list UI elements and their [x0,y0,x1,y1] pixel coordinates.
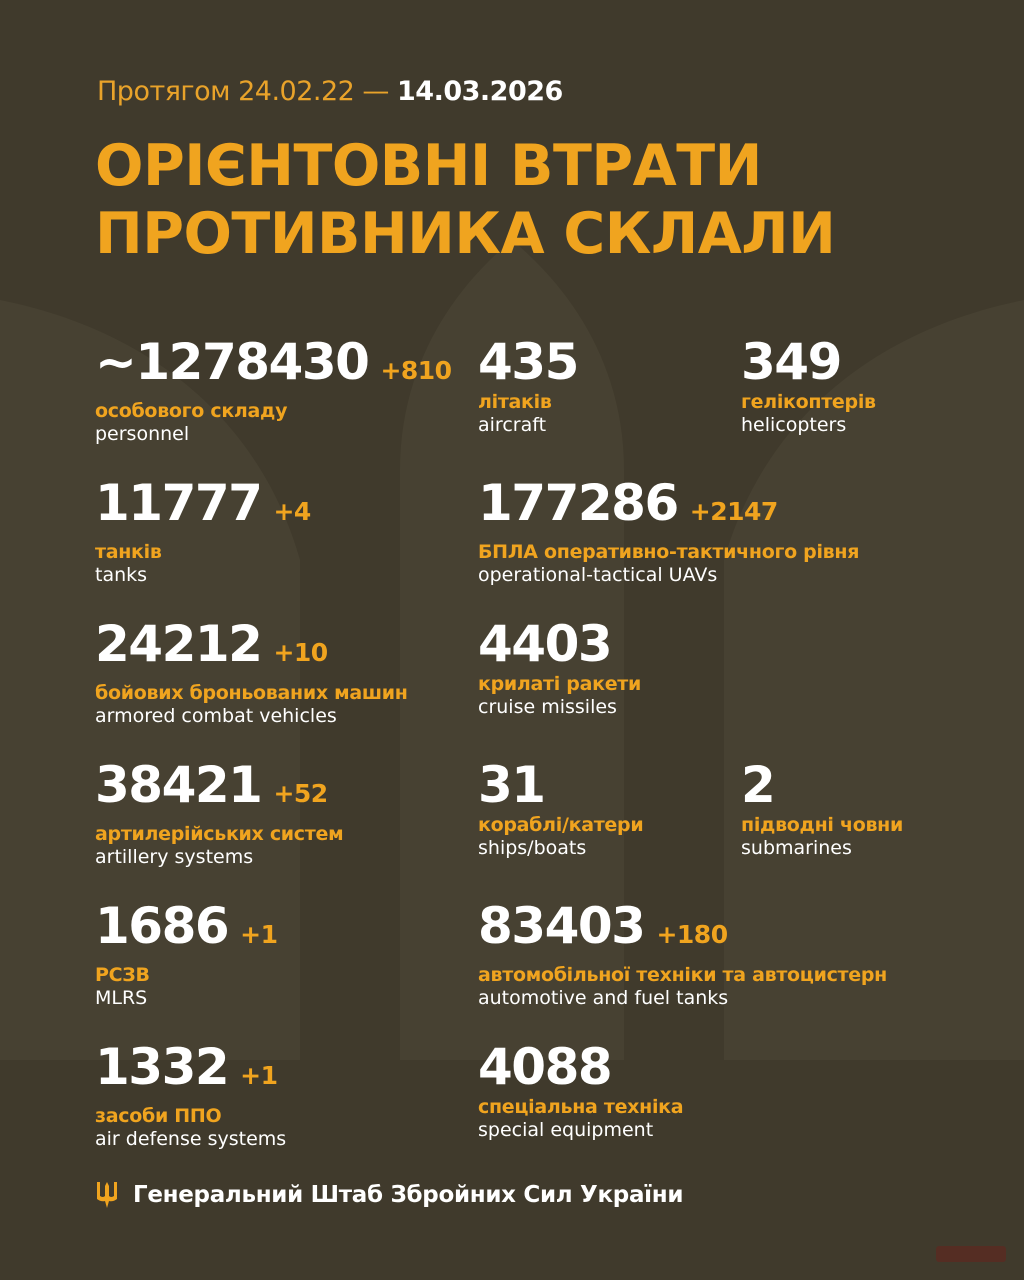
stat-value: 435 [478,333,579,391]
stat-number: 83403 [478,897,646,955]
stat-delta: +1 [240,920,278,949]
stat-number: 1332 [95,1038,230,1096]
stat-value: 38421 +52 [95,758,343,821]
stat-number: 4088 [478,1038,613,1096]
stat-value: 2 [741,758,903,812]
stat-ships-boats: 31 кораблі/катери ships/boats [478,758,644,859]
stat-label-ua: гелікоптерів [741,391,876,413]
stat-value: 11777 +4 [95,476,311,539]
stat-automotive-and-fuel-tanks: 83403 +180 автомобільної техніки та автоци… [478,899,887,1009]
title-line-1: ОРІЄНТОВНІ ВТРАТИ [95,133,762,199]
stat-number: 435 [478,333,579,391]
stat-delta: +4 [273,497,311,526]
stat-label-en: aircraft [478,414,547,436]
stat-label-ua: РСЗВ [95,964,150,986]
title-line-2: ПРОТИВНИКА СКЛАЛИ [95,201,836,267]
stat-value: 4088 [478,1040,683,1094]
stat-label-ua: підводні човни [741,814,904,836]
stat-label-ua: танків [95,541,162,563]
stat-label-en: ships/boats [478,837,587,859]
stat-submarines: 2 підводні човни submarines [741,758,903,859]
watermark-logo [936,1246,1006,1262]
stat-delta: +810 [380,356,452,385]
stat-number: 2 [741,756,776,814]
stat-delta: +52 [273,779,328,808]
footer: Генеральний Штаб Збройних Сил України [95,1180,683,1210]
stat-cruise-missiles: 4403 крилаті ракети cruise missiles [478,617,641,718]
stat-delta: +10 [273,638,328,667]
stat-aircraft: 435 літаків aircraft [478,333,579,436]
stat-label-ua: бойових броньованих машин [95,682,408,704]
stat-label-en: cruise missiles [478,696,617,718]
stat-helicopters: 349 гелікоптерів helicopters [741,335,876,436]
stat-personnel: ~1278430 +810 особового складу personnel [95,335,452,445]
stat-value: ~1278430 +810 [95,335,452,398]
stat-special-equipment: 4088 спеціальна техніка special equipment [478,1040,684,1141]
stat-operational-tactical-uavs: 177286 +2147 БПЛА оперативно-тактичного рі… [478,476,859,586]
stat-label-en: special equipment [478,1119,654,1141]
stat-label-ua: артилерійських систем [95,823,344,845]
footer-text: Генеральний Штаб Збройних Сил України [133,1182,684,1208]
stat-label-ua: крилаті ракети [478,673,642,695]
stat-value: 1332 +1 [95,1040,286,1103]
stat-delta: +1 [240,1061,278,1090]
stat-label-ua: автомобільної техніки та автоцистерн [478,964,887,986]
stat-artillery-systems: 38421 +52 артилерійських систем artillery s… [95,758,344,868]
stat-label-ua: БПЛА оперативно-тактичного рівня [478,541,860,563]
stat-value: 349 [741,335,876,389]
stat-value: 1686 +1 [95,899,278,962]
stat-label-en: air defense systems [95,1128,287,1150]
stat-label-ua: кораблі/катери [478,814,644,836]
stat-value: 177286 +2147 [478,476,859,539]
stat-label-en: armored combat vehicles [95,705,337,727]
period-end: 14.03.2026 [397,76,563,107]
stat-number: 24212 [95,615,263,673]
stat-label-en: operational-tactical UAVs [478,564,718,586]
stat-label-en: submarines [741,837,852,859]
stat-label-ua: засоби ППО [95,1105,222,1127]
stat-label-ua: спеціальна техніка [478,1096,684,1118]
stat-value: 31 [478,758,643,812]
stat-number: 349 [741,333,842,391]
stat-tanks: 11777 +4 танків tanks [95,476,311,586]
stat-number: 4403 [478,615,613,673]
stat-value: 83403 +180 [478,899,887,962]
stat-number: 177286 [478,474,679,532]
stat-mlrs: 1686 +1 РСЗВ MLRS [95,899,278,1009]
stat-number: 38421 [95,756,263,814]
stat-value: 4403 [478,617,641,671]
stat-label-en: MLRS [95,987,148,1009]
stat-label-en: automotive and fuel tanks [478,987,729,1009]
stat-label-en: personnel [95,423,190,445]
stat-label-ua: особового складу [95,400,288,422]
stat-delta: +180 [656,920,728,949]
stat-label-en: helicopters [741,414,847,436]
stat-air-defense-systems: 1332 +1 засоби ППО air defense systems [95,1040,286,1150]
period: Протягом 24.02.22 — 14.03.2026 [97,76,563,107]
page-title: ОРІЄНТОВНІ ВТРАТИ ПРОТИВНИКА СКЛАЛИ [95,132,836,268]
stat-number: 11777 [95,474,263,532]
period-prefix: Протягом 24.02.22 — [97,76,389,107]
stat-label-en: tanks [95,564,148,586]
stat-label-en: artillery systems [95,846,254,868]
stat-number: 1686 [95,897,230,955]
stat-delta: +2147 [689,497,779,526]
stat-label-ua: літаків [478,391,552,413]
stat-value: 24212 +10 [95,617,408,680]
stat-number: ~1278430 [95,333,370,391]
trident-icon [97,1182,117,1208]
stat-number: 31 [478,756,546,814]
stat-armored-combat-vehicles: 24212 +10 бойових броньованих машин armored… [95,617,408,727]
